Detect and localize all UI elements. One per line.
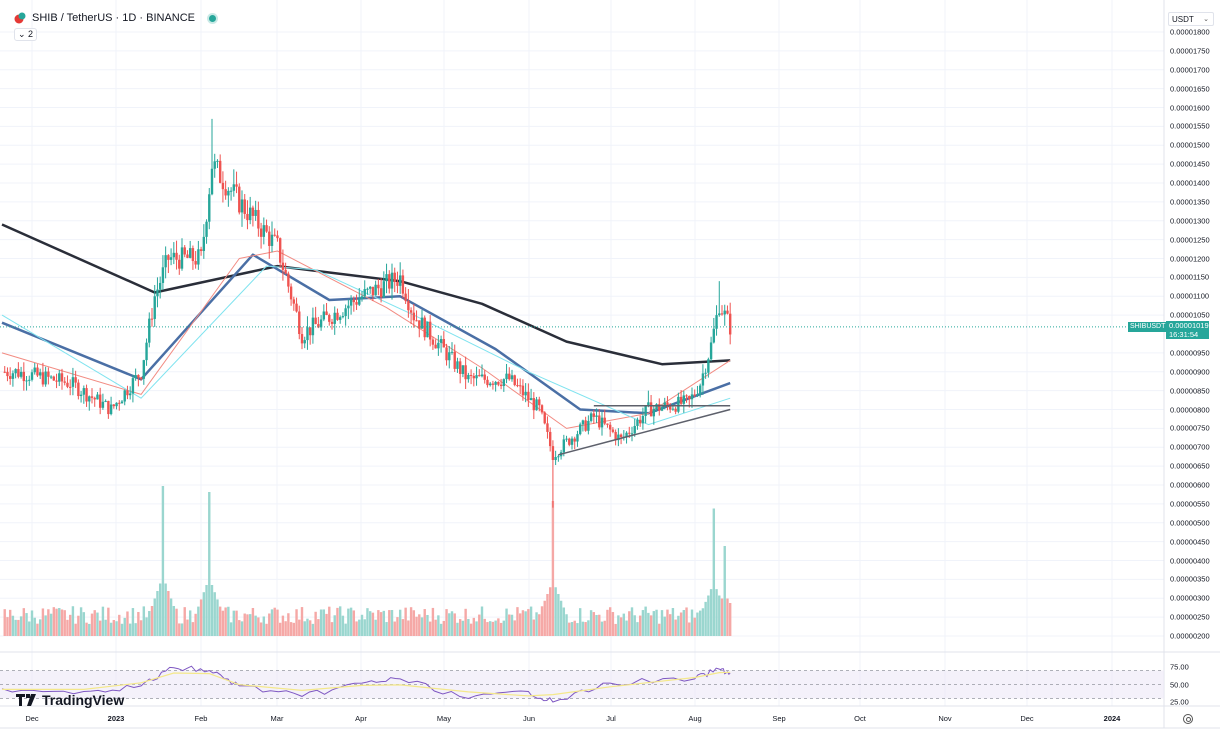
price-tick-label: 0.00000650 (1170, 461, 1210, 471)
price-tick-label: 0.00000950 (1170, 348, 1210, 358)
rsi-tick-label: 50.00 (1170, 680, 1189, 689)
price-tick-label: 0.00000550 (1170, 499, 1210, 509)
price-tick-label: 0.00001400 (1170, 178, 1210, 188)
time-tick-label: Jun (522, 714, 536, 723)
time-tick-label: Nov (938, 714, 952, 723)
price-tick-label: 0.00001200 (1170, 254, 1210, 263)
price-tick-label: 0.00001250 (1170, 235, 1210, 245)
price-tick-label: 0.00001450 (1170, 159, 1210, 169)
shib-coin-icon (14, 12, 26, 24)
last-price-label: 0.00001019 16:31:54 (1166, 321, 1209, 339)
time-tick-label: Apr (355, 714, 367, 723)
settings-gear-icon[interactable] (1183, 714, 1193, 724)
rsi-tick-label: 25.00 (1170, 697, 1189, 707)
price-tick-label: 0.00000800 (1170, 405, 1210, 414)
price-tick-label: 0.00001550 (1170, 121, 1210, 131)
time-tick-label: Dec (1020, 714, 1034, 723)
last-price-value: 0.00001019 (1169, 321, 1209, 330)
symbol-price-tag: SHIBUSDT (1128, 322, 1168, 332)
price-tick-label: 0.00000200 (1170, 631, 1210, 641)
price-tick-label: 0.00001800 (1170, 27, 1210, 37)
time-tick-label: Mar (270, 714, 284, 723)
price-tick-label: 0.00000900 (1170, 367, 1210, 377)
time-tick-label: Oct (854, 714, 866, 723)
price-tick-label: 0.00000400 (1170, 556, 1210, 565)
price-tick-label: 0.00001350 (1170, 197, 1210, 207)
price-tick-label: 0.00000250 (1170, 612, 1210, 622)
price-tick-label: 0.00000750 (1170, 423, 1210, 433)
time-tick-label: 2024 (1103, 714, 1121, 723)
price-tick-label: 0.00000300 (1170, 593, 1210, 603)
time-tick-label: Jul (606, 714, 616, 723)
symbol-legend[interactable]: SHIB / TetherUS · 1D · BINANCE (14, 12, 217, 24)
price-tick-label: 0.00000500 (1170, 518, 1210, 528)
tradingview-logo-text: TradingView (42, 692, 125, 708)
tradingview-logo-icon (16, 694, 36, 706)
price-tick-label: 0.00001600 (1170, 103, 1210, 112)
price-tick-label: 0.00000700 (1170, 442, 1210, 452)
price-tick-label: 0.00000350 (1170, 574, 1210, 584)
price-tick-label: 0.00001650 (1170, 84, 1210, 94)
price-tick-label: 0.00001500 (1170, 140, 1210, 150)
bar-countdown: 16:31:54 (1169, 330, 1199, 339)
time-tick-label: Sep (772, 714, 786, 723)
price-tick-label: 0.00000850 (1170, 386, 1210, 396)
time-tick-label: Aug (688, 714, 702, 723)
price-tick-label: 0.00000450 (1170, 537, 1210, 547)
price-tick-label: 0.00001300 (1170, 216, 1210, 226)
time-tick-label: Dec (25, 714, 39, 723)
price-tick-label: 0.00000600 (1170, 480, 1210, 490)
time-tick-label: Feb (194, 714, 208, 723)
currency-select[interactable]: USDT ⌄ (1168, 12, 1214, 26)
time-tick-label: May (436, 714, 452, 723)
price-tick-label: 0.00001700 (1170, 65, 1210, 75)
price-tick-label: 0.00001750 (1170, 46, 1210, 56)
indicators-collapse-button[interactable]: ⌄ 2 (14, 28, 38, 41)
market-open-indicator-icon (209, 14, 217, 22)
symbol-title[interactable]: SHIB / TetherUS · 1D · BINANCE (32, 12, 196, 24)
tradingview-logo[interactable]: TradingView (16, 692, 124, 708)
price-tick-label: 0.00001150 (1170, 272, 1210, 282)
price-tick-label: 0.00001050 (1170, 310, 1210, 320)
price-tick-label: 0.00001100 (1170, 291, 1210, 301)
chevron-down-icon: ⌄ (1203, 16, 1209, 23)
time-tick-label: 2023 (107, 714, 125, 723)
rsi-tick-label: 75.00 (1170, 662, 1189, 672)
currency-value: USDT (1172, 15, 1194, 24)
